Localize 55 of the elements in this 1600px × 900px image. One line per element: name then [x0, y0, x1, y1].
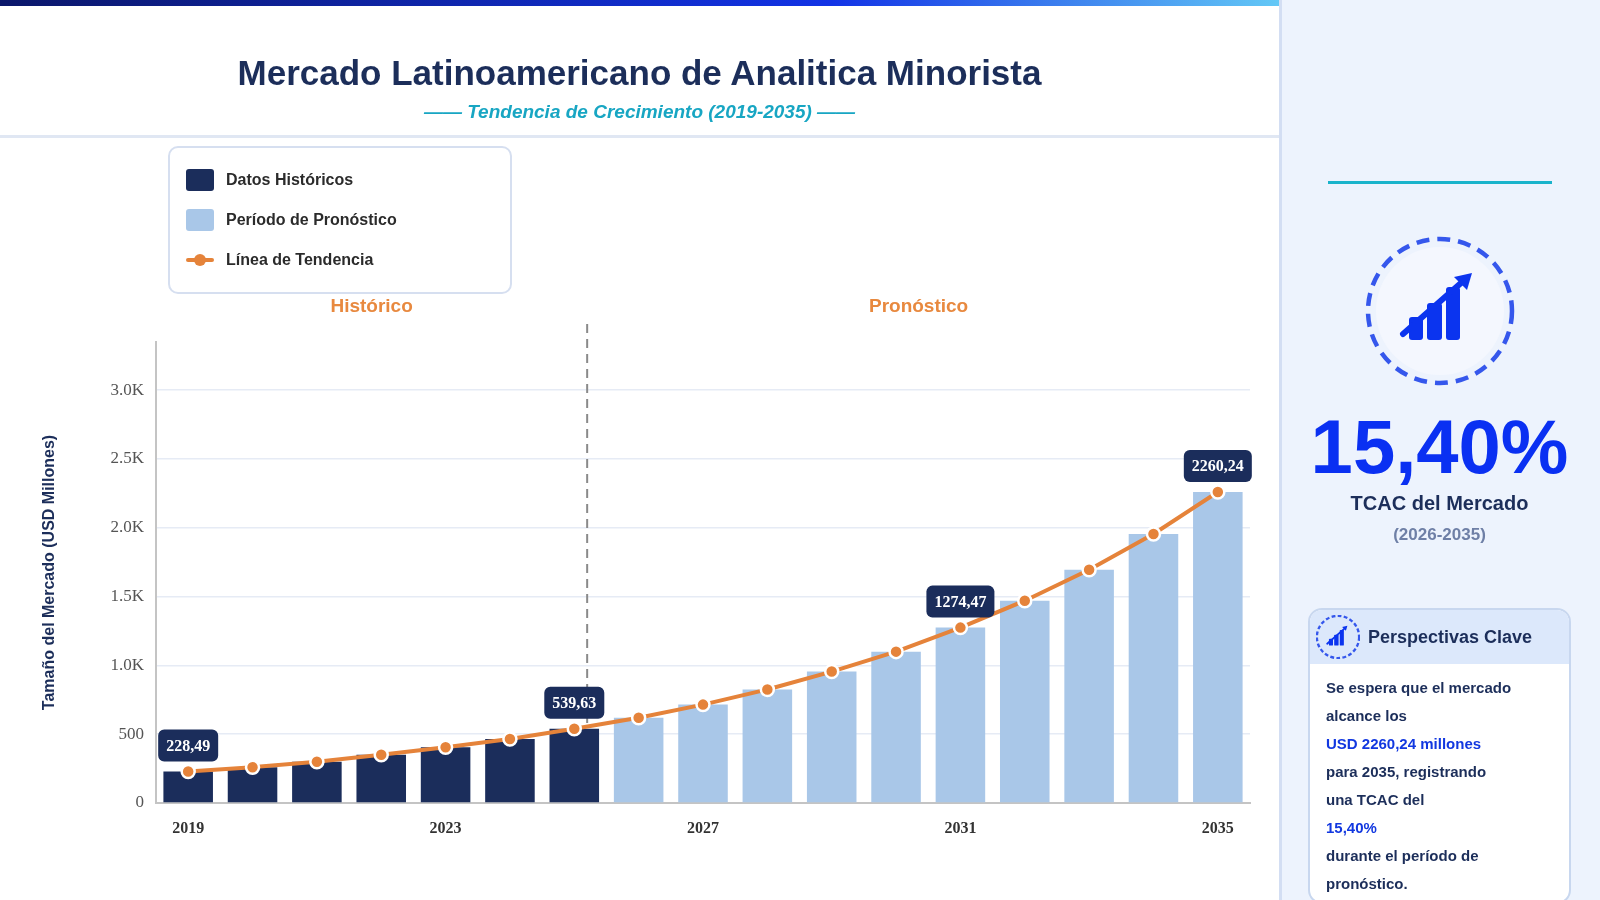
x-tick-label: 2031	[944, 818, 977, 836]
x-tick-label: 2027	[687, 818, 719, 836]
bar	[935, 627, 986, 803]
x-tick-label: 2019	[172, 818, 205, 836]
x-tick-label: 2023	[429, 818, 462, 836]
y-tick-label: 0	[135, 792, 144, 812]
text: para 2035, registrando una TCAC del	[1326, 762, 1488, 810]
data-label: 2260,24	[1191, 457, 1244, 475]
bar	[742, 689, 793, 803]
data-label: 539,63	[552, 693, 597, 711]
bar	[613, 717, 664, 803]
text: Histórico	[330, 295, 413, 317]
y-tick-label: 1.0K	[110, 654, 145, 674]
text: TCAC del Mercado	[1349, 491, 1530, 516]
bar	[420, 747, 471, 803]
y-tick-label: 1.5K	[110, 586, 145, 606]
y-tick-label: 3.0K	[110, 379, 145, 399]
bar	[356, 754, 407, 803]
x-tick-label: 2035	[1201, 818, 1234, 836]
y-axis-title: Tamaño del Mercado (USD Millones)	[40, 434, 58, 711]
bar	[1128, 533, 1179, 803]
y-tick-label: 500	[118, 723, 144, 743]
bar	[1193, 491, 1243, 803]
point	[1210, 484, 1226, 500]
text: Pronóstico	[868, 295, 969, 317]
point	[1145, 526, 1162, 542]
bar	[549, 728, 600, 803]
text: Perspectivas Clave	[1368, 626, 1533, 649]
text: durante el período de pronóstico.	[1326, 846, 1480, 894]
bar	[292, 761, 342, 803]
text: 15,40%	[1326, 818, 1378, 838]
legend-label: Línea de Tendencia	[226, 251, 374, 269]
text: 15,40%	[1309, 404, 1570, 489]
legend-label: Período de Pronóstico	[226, 211, 397, 229]
y-tick-label: 2.0K	[110, 517, 145, 537]
y-tick-label: 2.5K	[110, 448, 145, 468]
point	[1081, 562, 1097, 578]
bar	[806, 671, 857, 803]
legend-label: Datos Históricos	[226, 171, 354, 189]
data-label: 1274,47	[934, 592, 987, 610]
chart-subtitle: —— Tendencia de Crecimiento (2019-2035) ——	[422, 100, 857, 124]
text: (2026-2035)	[1392, 524, 1487, 546]
bar	[999, 600, 1050, 803]
data-label: 228,49	[166, 736, 211, 754]
bar	[1064, 569, 1114, 803]
bar	[485, 739, 535, 803]
chart-title: Mercado Latinoamericano de Analitica Minorista	[236, 52, 1043, 94]
bar	[871, 651, 921, 803]
text: Se espera que el mercado alcance los	[1326, 678, 1513, 726]
bar	[678, 704, 728, 803]
point	[373, 747, 389, 763]
point	[823, 663, 840, 680]
text: USD 2260,24 millones	[1326, 734, 1483, 754]
bar	[163, 771, 213, 803]
point	[502, 731, 518, 747]
